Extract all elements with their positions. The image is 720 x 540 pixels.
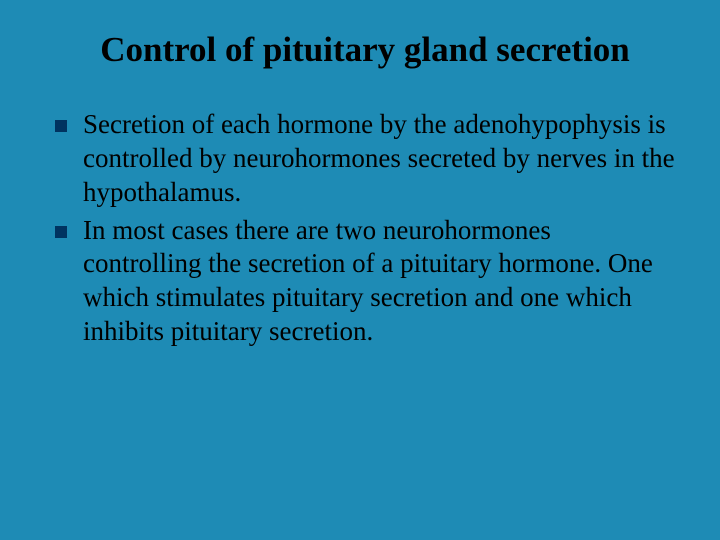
bullet-list: Secretion of each hormone by the adenohy… [55,108,675,348]
slide-container: Control of pituitary gland secretion Sec… [0,0,720,540]
bullet-text: In most cases there are two neurohormone… [83,214,675,349]
slide-title: Control of pituitary gland secretion [55,30,675,70]
square-bullet-icon [55,120,67,132]
list-item: Secretion of each hormone by the adenohy… [55,108,675,209]
list-item: In most cases there are two neurohormone… [55,214,675,349]
bullet-text: Secretion of each hormone by the adenohy… [83,108,675,209]
square-bullet-icon [55,226,67,238]
